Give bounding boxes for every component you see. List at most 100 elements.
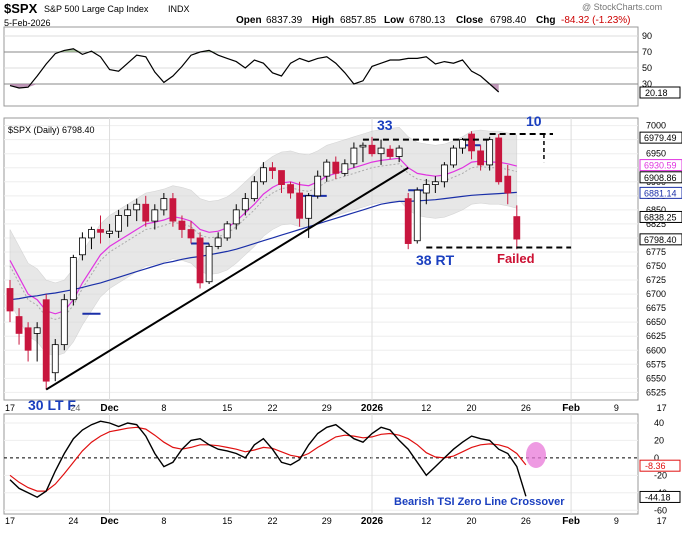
price-tick-label: 6550	[646, 373, 666, 383]
candle-body	[332, 161, 340, 174]
candle-body	[413, 189, 421, 242]
candle-body	[33, 327, 41, 334]
index-name: S&P 500 Large Cap Index	[44, 4, 149, 14]
x-tick-label: Feb	[562, 516, 580, 527]
candle-body	[97, 229, 104, 233]
candle-body	[160, 198, 168, 211]
x-tick-label: 2026	[361, 516, 384, 527]
candle-body	[6, 288, 14, 312]
candle-body	[323, 161, 331, 177]
candle-body	[15, 316, 23, 334]
candle-body	[42, 299, 50, 382]
x-tick-label: 9	[614, 403, 619, 413]
x-tick-label: 17	[5, 403, 15, 413]
price-tick-label: 6825	[646, 219, 666, 229]
candle-body	[386, 148, 394, 157]
candle-body	[79, 237, 86, 256]
candle-body	[232, 209, 240, 225]
low-value: 6780.13	[409, 15, 446, 26]
price-value-tag: 6908.86	[644, 173, 677, 183]
x-tick-label: 15	[222, 403, 232, 413]
annotation-33: 33	[377, 117, 393, 133]
price-tick-label: 6675	[646, 303, 666, 313]
x-tick-label: 15	[222, 516, 232, 526]
candle-body	[477, 150, 485, 166]
price-tick-label: 6750	[646, 261, 666, 271]
candle-body	[377, 147, 385, 155]
low-label: Low	[384, 15, 404, 26]
ma-fast-line	[9, 157, 517, 315]
rsi-pane	[3, 26, 639, 107]
tsi-tick-label: 20	[654, 435, 664, 445]
price-tick-label: 6650	[646, 317, 666, 327]
price-tick-label: 6775	[646, 247, 666, 257]
ma-slow-line	[9, 191, 517, 301]
x-tick-label: 26	[521, 403, 531, 413]
price-tick-label: 6725	[646, 275, 666, 285]
price-tick-label: 6950	[646, 149, 666, 159]
price-value-tag: 6881.14	[644, 188, 677, 198]
price-tick-label: 6525	[646, 387, 666, 397]
price-pane-title: $SPX (Daily) 6798.40	[8, 125, 95, 135]
x-tick-label: 24	[70, 403, 80, 413]
x-tick-label: 20	[467, 516, 477, 526]
candle-body	[395, 147, 403, 157]
exchange: INDX	[168, 4, 190, 14]
candle-body	[142, 203, 150, 222]
price-value-tag-box	[639, 210, 682, 223]
candle-body	[223, 223, 231, 239]
chg-label: Chg	[536, 15, 555, 26]
candle-body	[60, 299, 68, 346]
candle-body	[450, 147, 457, 166]
price-tick-label: 6850	[646, 205, 666, 215]
price-tick-label: 6625	[646, 331, 666, 341]
rsi-tick-label: 50	[642, 63, 652, 73]
x-tick-label: 17	[5, 516, 15, 526]
close-label: Close	[456, 15, 484, 26]
candle-body	[350, 147, 358, 165]
candle-body	[287, 184, 294, 194]
open-value: 6837.39	[266, 15, 303, 26]
rsi-line	[9, 48, 500, 93]
price-tick-label: 6575	[646, 359, 666, 369]
candle-body	[459, 139, 466, 149]
rsi-tick-label: 90	[642, 31, 652, 41]
candle-body	[259, 167, 267, 183]
candle-body	[169, 198, 177, 222]
candle-body	[513, 216, 521, 240]
candle-body	[187, 229, 195, 239]
tsi-signal-line	[9, 426, 527, 492]
x-tick-label: 24	[68, 516, 78, 526]
x-tick-label: 22	[267, 516, 277, 526]
tsi-value-tag-box	[639, 459, 681, 472]
candle-body	[124, 209, 132, 216]
candle-body	[341, 163, 349, 174]
candle-body	[431, 181, 439, 185]
price-value-tag-box	[639, 171, 682, 184]
high-label: High	[312, 15, 334, 26]
tsi-value-tag: -44.18	[645, 492, 671, 502]
tsi-tick-label: 40	[654, 418, 664, 428]
uptrend-line	[45, 166, 409, 391]
price-tick-label: 6700	[646, 289, 666, 299]
rsi-value-tag-box	[639, 86, 681, 99]
candle-body	[205, 245, 213, 283]
candle-body	[241, 198, 249, 211]
x-tick-label: 2026	[361, 403, 384, 414]
candle-body	[305, 195, 313, 219]
watermark: @ StockCharts.com	[582, 2, 662, 12]
crossover-highlight	[526, 442, 546, 468]
candle-body	[314, 175, 322, 197]
price-value-tag-box	[639, 131, 682, 144]
rsi-tick-label: 70	[642, 47, 652, 57]
annotation-30-lt-f: 30 LT F	[28, 397, 76, 413]
price-chart: $SPX (Daily) 6798.4070006975695069256900…	[4, 113, 682, 413]
candle-body	[106, 230, 113, 234]
candle-body	[24, 327, 32, 351]
x-tick-label: 8	[161, 403, 166, 413]
candle-body	[196, 237, 204, 284]
candle-body	[269, 167, 276, 171]
